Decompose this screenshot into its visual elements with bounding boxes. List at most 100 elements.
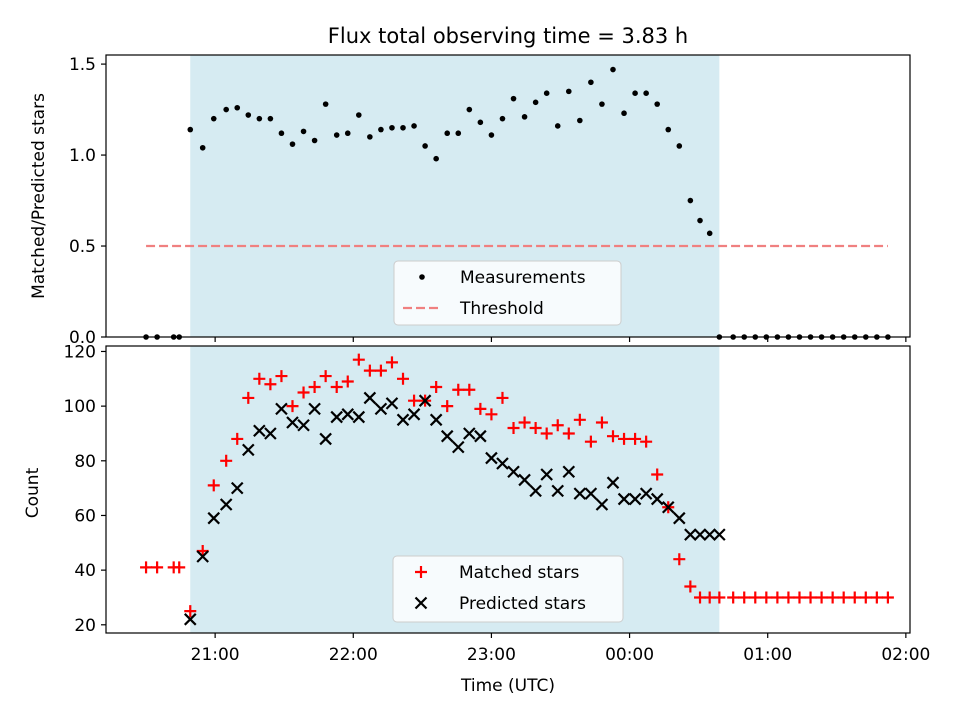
predicted-star-point — [518, 473, 531, 487]
measurement-point — [422, 143, 428, 149]
x-tick-label: 23:00 — [467, 645, 516, 665]
predicted-star-point — [628, 492, 642, 506]
chart-title: Flux total observing time = 3.83 h — [328, 24, 688, 48]
matched-star-point — [231, 432, 244, 445]
measurement-point — [245, 112, 252, 118]
predicted-star-point — [606, 476, 620, 489]
measurement-point — [676, 143, 683, 149]
matched-star-point — [651, 468, 664, 481]
measurement-point — [411, 123, 417, 129]
x-tick-label: 21:00 — [191, 645, 240, 665]
predicted-star-point — [286, 416, 299, 429]
measurement-point — [367, 134, 373, 140]
predicted-star-point — [297, 418, 310, 432]
predicted-star-point — [242, 443, 255, 457]
measurement-point — [554, 123, 561, 129]
matched-star-point — [793, 591, 806, 604]
predicted-star-point — [474, 429, 487, 443]
predicted-star-point — [595, 498, 609, 511]
matched-star-point — [507, 422, 520, 434]
matched-star-point — [782, 591, 795, 604]
matched-star-point — [397, 372, 410, 385]
matched-star-point — [859, 591, 872, 604]
matched-star-point — [606, 430, 619, 443]
matched-star-point — [837, 591, 850, 604]
measurement-point — [510, 95, 517, 102]
predicted-star-point — [573, 487, 587, 500]
measurement-point — [621, 110, 627, 117]
predicted-star-point — [713, 528, 726, 541]
matched-star-point — [815, 591, 828, 604]
matched-star-point — [881, 591, 894, 604]
predicted-star-point — [617, 492, 631, 506]
predicted-star-point — [264, 427, 277, 440]
measurement-point — [466, 106, 473, 113]
measurement-point — [643, 90, 649, 97]
matched-star-point — [352, 353, 365, 366]
measurement-point — [706, 230, 713, 237]
y-tick-label: 1.0 — [69, 146, 96, 166]
predicted-star-point — [207, 511, 221, 525]
matched-star-point — [308, 381, 321, 393]
predicted-star-point — [396, 413, 410, 427]
y-tick-label: 40 — [74, 561, 96, 581]
matched-star-point — [452, 383, 465, 396]
matched-star-point — [385, 356, 398, 369]
bottom-y-axis-label: Count — [23, 467, 43, 518]
predicted-star-point — [463, 427, 476, 440]
matched-star-point — [264, 378, 277, 391]
y-tick-label: 0.0 — [69, 328, 96, 348]
matched-star-point — [341, 375, 354, 388]
measurement-point — [311, 137, 318, 144]
matched-star-point — [485, 408, 498, 421]
matched-star-point — [804, 591, 817, 604]
measurement-point — [532, 99, 539, 106]
matched-star-point — [540, 427, 553, 440]
predicted-star-point — [319, 432, 332, 446]
predicted-star-point — [451, 440, 465, 454]
predicted-star-point — [230, 481, 244, 495]
matched-star-point — [738, 591, 751, 604]
measurement-point — [344, 130, 351, 137]
x-tick-label: 22:00 — [329, 645, 378, 665]
matched-star-point — [363, 364, 376, 377]
y-tick-label: 60 — [74, 506, 96, 526]
matched-star-point — [184, 605, 197, 618]
matched-star-point — [629, 432, 642, 445]
measurement-point — [543, 90, 550, 97]
measurement-point — [378, 126, 384, 133]
top-y-axis-label: Matched/Predicted stars — [29, 93, 49, 299]
measurement-point — [199, 144, 206, 151]
matched-star-point — [727, 591, 740, 604]
matched-star-point — [220, 454, 233, 467]
y-tick-label: 100 — [64, 397, 96, 417]
predicted-star-point — [673, 511, 686, 525]
measurement-point — [577, 117, 583, 124]
x-tick-label: 01:00 — [743, 645, 792, 665]
matched-star-point — [684, 580, 697, 593]
matched-star-point — [242, 391, 255, 404]
measurement-point — [488, 132, 495, 138]
measurement-point — [322, 101, 329, 107]
matched-star-point — [253, 372, 266, 385]
legend-measurement-swatch — [419, 274, 425, 280]
predicted-star-point — [684, 528, 697, 541]
matched-star-point — [207, 479, 220, 492]
matched-star-point — [297, 386, 310, 399]
predicted-star-point — [352, 410, 366, 424]
measurement-point — [300, 128, 307, 135]
legend-label: Measurements — [460, 268, 586, 288]
predicted-star-point — [440, 429, 454, 443]
matched-star-point — [330, 381, 343, 393]
predicted-star-point — [330, 410, 343, 424]
matched-star-point — [618, 432, 631, 445]
measurement-point — [610, 66, 616, 73]
legend-label: Threshold — [459, 299, 544, 319]
matched-star-point — [286, 400, 299, 413]
legend-box — [392, 555, 624, 623]
y-tick-label: 0.5 — [69, 237, 96, 257]
matched-star-point — [573, 413, 586, 426]
measurement-point — [632, 90, 638, 97]
predicted-star-point — [562, 465, 576, 479]
